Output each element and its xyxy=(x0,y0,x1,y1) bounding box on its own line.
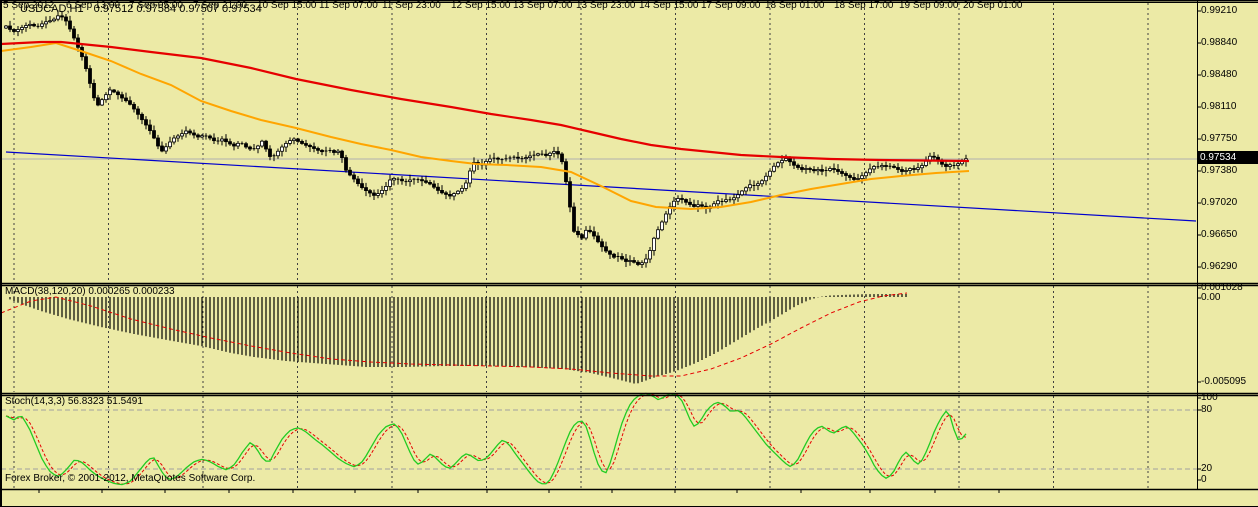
price-tick-label: 0.97380 xyxy=(1201,165,1238,176)
price-tick-label: 0.98110 xyxy=(1201,101,1237,112)
stoch-tick-label: 100 xyxy=(1201,392,1218,403)
price-tick-label: 0.96290 xyxy=(1201,261,1238,272)
time-tick-label: 17 Sep 09:00 xyxy=(701,0,761,11)
ohlc-values: 0.97512 0.97584 0.97507 0.97534 xyxy=(93,3,262,15)
symbol-period: USDCAD,H1 xyxy=(20,3,84,15)
macd-tick-label: -0.005095 xyxy=(1201,376,1247,387)
price-tick-label: 0.97750 xyxy=(1201,133,1238,144)
time-tick-label: 18 Sep 01:00 xyxy=(765,0,825,11)
macd-tick-label: 0.001028 xyxy=(1201,282,1243,293)
price-tick-label: 0.98840 xyxy=(1201,37,1238,48)
chart-title: USDCAD,H1 0.97512 0.97584 0.97507 0.97534 xyxy=(20,4,262,15)
time-tick-label: 7 Sep 05:00 xyxy=(129,0,183,11)
time-tick-label: 19 Sep 09:00 xyxy=(899,0,959,11)
time-tick-label: 13 Sep 23:00 xyxy=(576,0,636,11)
time-tick-label: 11 Sep 07:00 xyxy=(319,0,378,11)
stoch-tick-label: 80 xyxy=(1201,404,1213,415)
stoch-indicator-label: Stoch(14,3,3) 56.8323 51.5491 xyxy=(5,396,143,407)
price-tick-label: 0.96650 xyxy=(1201,229,1238,240)
price-tick-label: 0.99210 xyxy=(1201,5,1238,16)
stoch-tick-label: 0 xyxy=(1201,474,1207,485)
time-tick-label: 20 Sep 01:00 xyxy=(963,0,1023,11)
price-tick-label: 0.97020 xyxy=(1201,197,1238,208)
time-tick-label: 5 Sep 2012 xyxy=(3,0,55,11)
time-tick-label: 18 Sep 17:00 xyxy=(834,0,894,11)
macd-tick-label: 0.00 xyxy=(1201,292,1221,303)
current-price-value: 0.97534 xyxy=(1200,152,1237,163)
time-tick-label: 12 Sep 15:00 xyxy=(451,0,511,11)
time-tick-label: 13 Sep 07:00 xyxy=(513,0,573,11)
macd-indicator-label: MACD(38,120,20) 0.000265 0.000233 xyxy=(5,286,175,297)
time-tick-label: 10 Sep 15:00 xyxy=(257,0,317,11)
time-tick-label: 6 Sep 13:00 xyxy=(66,0,120,11)
time-tick-label: 7 Sep 21:00 xyxy=(193,0,247,11)
time-tick-label: 11 Sep 23:00 xyxy=(382,0,441,11)
price-tick-label: 0.98480 xyxy=(1201,69,1238,80)
copyright-text: Forex Broker, © 2001-2012, MetaQuotes So… xyxy=(5,473,256,484)
time-tick-label: 14 Sep 15:00 xyxy=(639,0,699,11)
stoch-tick-label: 20 xyxy=(1201,463,1213,474)
current-price-tag: 0.97534 xyxy=(1197,151,1258,164)
